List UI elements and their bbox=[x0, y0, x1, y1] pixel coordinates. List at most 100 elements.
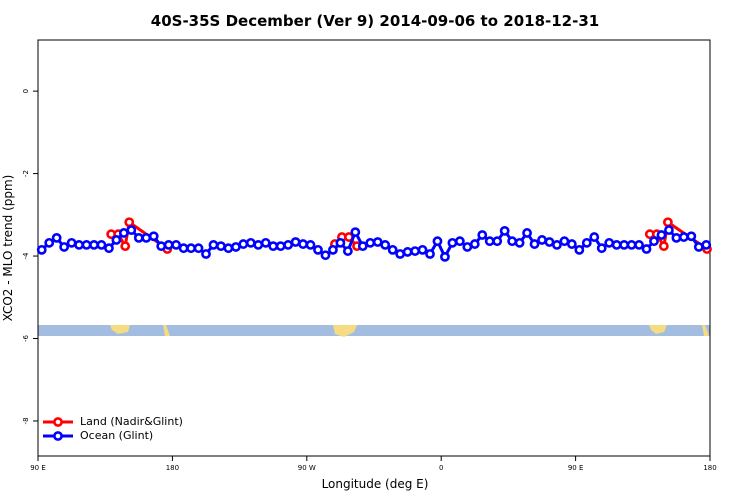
data-point bbox=[447, 237, 458, 248]
data-point bbox=[51, 232, 62, 243]
data-point bbox=[124, 217, 135, 228]
data-point bbox=[89, 240, 99, 250]
data-point bbox=[678, 232, 689, 242]
data-point bbox=[454, 236, 465, 247]
data-point bbox=[469, 239, 480, 249]
data-point bbox=[223, 243, 234, 254]
data-point bbox=[693, 242, 704, 252]
data-point bbox=[649, 236, 659, 247]
y-axis-label: XCO2 - MLO trend (ppm) bbox=[1, 175, 15, 322]
x-axis-label: Longitude (deg E) bbox=[322, 477, 429, 491]
x-tick-label: 90 W bbox=[298, 464, 316, 472]
data-point bbox=[283, 240, 294, 250]
data-point bbox=[305, 240, 316, 250]
data-point bbox=[178, 243, 189, 254]
data-point bbox=[268, 241, 279, 252]
data-point bbox=[313, 244, 323, 255]
y-tick-label: -6 bbox=[22, 334, 30, 342]
data-point bbox=[574, 244, 585, 255]
ocean-strip bbox=[38, 325, 710, 336]
data-point bbox=[432, 236, 443, 247]
data-point bbox=[230, 242, 241, 252]
legend-label: Ocean (Glint) bbox=[80, 429, 153, 442]
land-blob bbox=[333, 325, 357, 337]
data-point bbox=[658, 241, 669, 252]
data-point bbox=[529, 239, 540, 249]
data-point bbox=[171, 240, 182, 250]
data-point bbox=[141, 232, 152, 243]
data-point bbox=[604, 237, 615, 248]
land-blob bbox=[163, 325, 170, 336]
data-point bbox=[395, 249, 406, 259]
data-point bbox=[208, 240, 219, 250]
data-point bbox=[66, 237, 77, 248]
data-point bbox=[245, 237, 256, 248]
data-point bbox=[507, 236, 518, 247]
data-point bbox=[298, 239, 308, 249]
chart-title: 40S-35S December (Ver 9) 2014-09-06 to 2… bbox=[151, 12, 599, 30]
data-point bbox=[193, 243, 204, 254]
data-point bbox=[120, 241, 131, 252]
data-point bbox=[74, 240, 84, 250]
data-point bbox=[335, 237, 346, 248]
x-tick-label: 180 bbox=[166, 464, 179, 472]
data-point bbox=[626, 240, 637, 250]
data-point bbox=[641, 244, 652, 254]
data-point bbox=[365, 237, 376, 248]
data-point bbox=[514, 237, 525, 248]
data-point bbox=[156, 241, 167, 252]
data-point bbox=[425, 249, 435, 259]
legend-marker bbox=[53, 417, 63, 427]
data-point bbox=[596, 243, 607, 254]
data-point bbox=[581, 237, 592, 248]
data-point bbox=[372, 237, 383, 247]
data-point bbox=[238, 239, 249, 249]
y-tick-label: -8 bbox=[22, 417, 30, 424]
legend-marker bbox=[53, 431, 63, 441]
data-point bbox=[662, 217, 673, 228]
data-point bbox=[484, 236, 495, 247]
x-tick-label: 90 E bbox=[568, 464, 584, 472]
data-point bbox=[619, 240, 630, 250]
y-tick-label: 0 bbox=[22, 89, 30, 93]
data-point bbox=[290, 237, 301, 247]
data-point bbox=[686, 231, 697, 242]
data-point bbox=[462, 242, 473, 252]
data-point bbox=[611, 240, 622, 250]
data-point bbox=[410, 246, 420, 256]
data-point bbox=[402, 247, 413, 257]
data-point bbox=[552, 240, 562, 250]
data-point bbox=[81, 240, 92, 250]
x-tick-label: 180 bbox=[703, 464, 716, 472]
data-point bbox=[201, 249, 211, 259]
data-point bbox=[111, 235, 122, 245]
data-point bbox=[440, 251, 450, 262]
data-point bbox=[104, 243, 114, 254]
data-point bbox=[701, 240, 712, 250]
data-point bbox=[387, 244, 398, 255]
data-point bbox=[342, 246, 353, 256]
data-point bbox=[589, 232, 600, 242]
data-point bbox=[350, 227, 361, 238]
data-point bbox=[133, 232, 144, 243]
data-point bbox=[664, 225, 674, 235]
data-point bbox=[417, 244, 428, 255]
data-point bbox=[216, 241, 226, 252]
data-point bbox=[148, 231, 159, 242]
map-strip bbox=[38, 325, 710, 337]
y-tick-label: -4 bbox=[22, 252, 30, 260]
legend-label: Land (Nadir&Glint) bbox=[80, 415, 183, 428]
data-point bbox=[634, 240, 644, 250]
data-point bbox=[656, 230, 667, 240]
data-point bbox=[253, 240, 264, 250]
data-point bbox=[499, 225, 510, 236]
data-point bbox=[537, 235, 547, 245]
data-point bbox=[260, 237, 271, 248]
x-tick-label: 0 bbox=[439, 464, 443, 472]
data-point bbox=[380, 240, 391, 250]
data-point bbox=[320, 250, 331, 261]
data-point bbox=[275, 241, 286, 252]
data-point bbox=[566, 239, 577, 249]
data-point bbox=[59, 242, 70, 252]
data-point bbox=[126, 225, 137, 235]
